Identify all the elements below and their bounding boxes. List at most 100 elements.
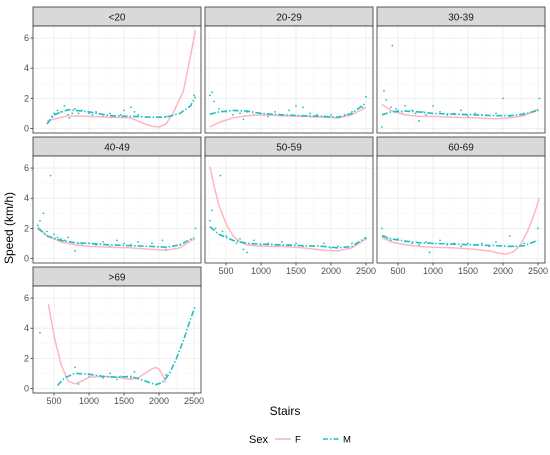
panel-marks	[381, 197, 541, 255]
data-point	[404, 104, 406, 107]
data-point	[295, 242, 297, 245]
data-point	[395, 107, 397, 110]
x-axis-title: Stairs	[270, 404, 301, 418]
y-tick-label: 4	[24, 193, 29, 203]
data-point	[218, 107, 220, 110]
panel-6: >69 0 2 4 6 500 1000 1500 2000 2500	[24, 266, 204, 406]
data-point	[391, 44, 394, 47]
data-point	[209, 94, 211, 97]
data-point	[351, 111, 353, 113]
x-tick-label: 2500	[528, 266, 548, 276]
data-point	[49, 174, 52, 177]
strip-label: 40-49	[104, 143, 130, 154]
data-point	[60, 237, 62, 240]
panel-marks	[209, 91, 367, 128]
data-point	[538, 97, 541, 100]
data-point	[381, 126, 383, 128]
series-line-F	[381, 103, 539, 120]
data-point	[56, 236, 59, 239]
data-point	[109, 372, 111, 375]
y-axis-title: Speed (km/h)	[2, 192, 16, 264]
panel-border	[32, 25, 202, 134]
data-point	[119, 114, 122, 116]
panel-marks	[39, 303, 197, 387]
panel-border	[32, 155, 202, 264]
x-tick-label: 1500	[286, 266, 306, 276]
x-tick-label: 1000	[79, 396, 99, 406]
x-tick-label: 2000	[321, 266, 341, 276]
panel-5: 60-69 500 1000 1500 2000 2500	[376, 136, 548, 276]
panel-marks	[37, 174, 197, 252]
data-point	[39, 219, 41, 222]
data-point	[53, 112, 55, 115]
data-point	[242, 118, 245, 121]
strip-label: 30-39	[448, 13, 474, 24]
panel-border	[376, 155, 546, 264]
data-point	[267, 115, 269, 118]
data-point	[439, 239, 441, 242]
data-point	[102, 241, 104, 243]
data-point	[77, 383, 80, 385]
data-point	[460, 109, 462, 112]
data-point	[133, 111, 136, 113]
data-point	[74, 250, 76, 252]
data-point	[130, 106, 132, 109]
data-point	[91, 114, 94, 116]
data-point	[161, 239, 164, 242]
legend-label-F: F	[295, 435, 301, 446]
legend-label-M: M	[343, 435, 351, 446]
data-point	[42, 212, 45, 215]
data-point	[351, 242, 353, 245]
data-point	[130, 377, 132, 379]
panel-background	[205, 26, 373, 133]
data-point	[253, 239, 255, 242]
panel-1: 20-29	[204, 6, 374, 134]
data-point	[71, 112, 74, 115]
legend-title: Sex	[249, 434, 268, 446]
x-tick-label: 2000	[149, 396, 169, 406]
series-line-F	[46, 30, 197, 128]
x-tick-label: 500	[46, 396, 61, 406]
series-line-F	[47, 303, 167, 385]
strip-label: 60-69	[448, 143, 474, 154]
data-point	[309, 112, 311, 115]
data-point	[381, 227, 383, 230]
data-point	[460, 245, 462, 248]
data-point	[239, 237, 241, 240]
data-point	[302, 106, 304, 109]
data-point	[495, 112, 497, 115]
facet-panels: <20 0 2 4 6 20-29 30-39 40-49 0 2 4 6 50-59 500 1000 15…	[24, 6, 548, 406]
panel-4: 50-59 500 1000 1500 2000 2500	[204, 136, 376, 276]
data-point	[425, 241, 427, 243]
panel-border	[204, 155, 374, 264]
panel-border	[376, 25, 546, 134]
data-point	[281, 241, 283, 243]
data-point	[383, 89, 385, 92]
data-point	[63, 239, 66, 242]
data-point	[337, 245, 339, 248]
data-point	[53, 233, 55, 236]
data-point	[474, 112, 476, 115]
data-point	[116, 378, 118, 381]
y-tick-label: 6	[24, 163, 29, 173]
data-point	[467, 115, 469, 118]
data-point	[246, 251, 248, 254]
series-line-F	[37, 226, 195, 251]
data-point	[56, 109, 59, 112]
data-point	[390, 106, 392, 109]
data-point	[418, 120, 420, 122]
panel-3: 40-49 0 2 4 6	[24, 136, 202, 264]
x-tick-label: 500	[390, 266, 405, 276]
data-point	[39, 331, 41, 334]
data-point	[68, 117, 71, 119]
series-line-M	[381, 109, 539, 117]
panel-marks	[46, 30, 197, 128]
panel-2: 30-39	[376, 6, 546, 134]
y-tick-label: 6	[24, 33, 29, 43]
data-point	[63, 104, 66, 107]
data-point	[165, 374, 167, 376]
data-point	[425, 114, 427, 116]
data-point	[119, 375, 122, 378]
data-point	[116, 239, 118, 242]
